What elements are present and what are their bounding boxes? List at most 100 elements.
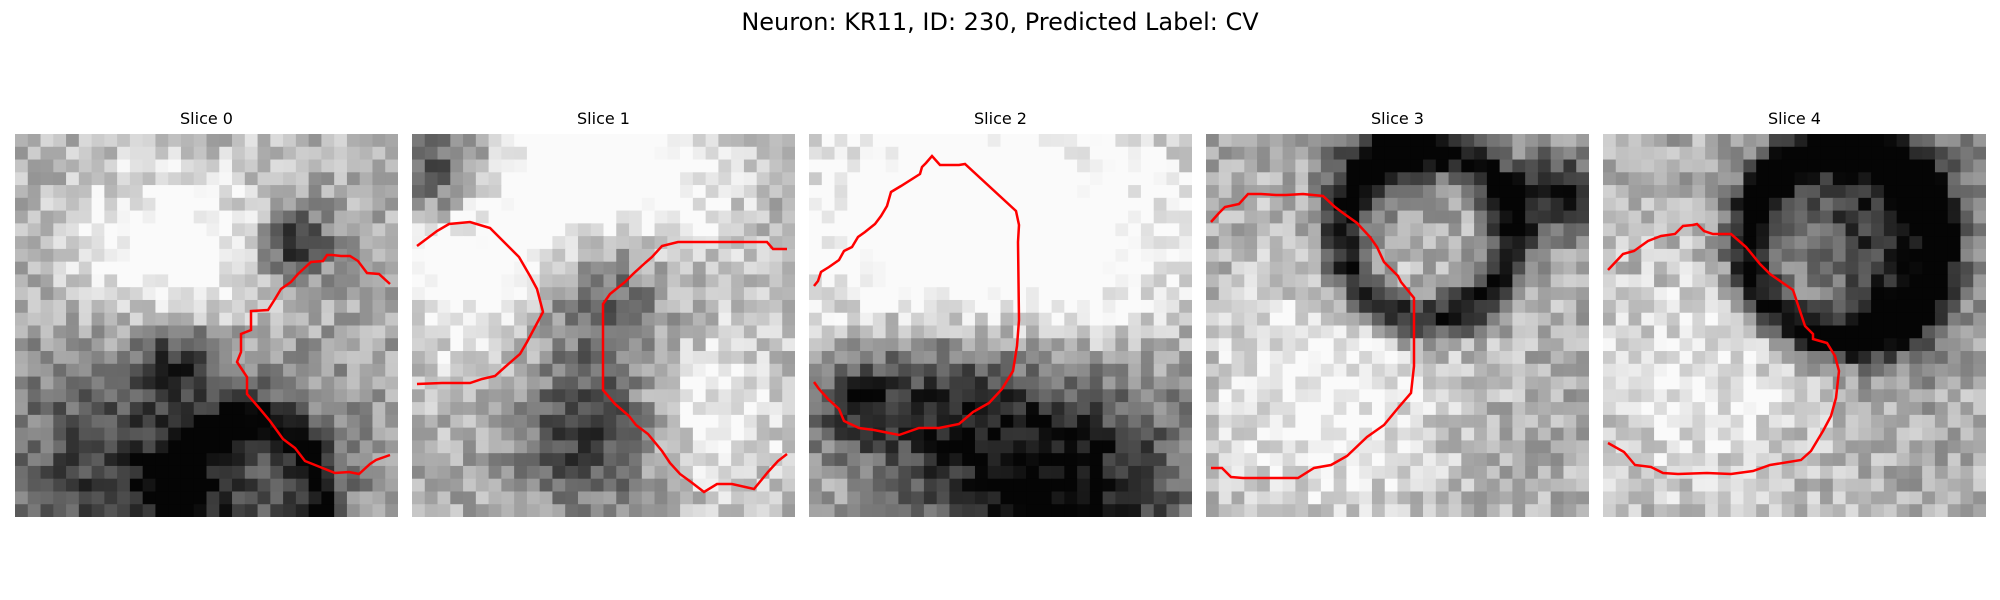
pixel: [1038, 504, 1053, 517]
pixel: [1166, 248, 1180, 263]
pixel: [270, 453, 284, 467]
pixel: [1397, 325, 1411, 339]
pixel: [1295, 236, 1309, 250]
pixel: [488, 261, 502, 276]
pixel: [1717, 440, 1732, 454]
pixel: [552, 402, 566, 416]
pixel: [1333, 414, 1348, 429]
pixel: [667, 504, 681, 517]
pixel: [1537, 402, 1552, 416]
pixel: [168, 363, 182, 378]
pixel: [488, 427, 502, 441]
pixel: [219, 299, 233, 314]
pixel: [1832, 197, 1847, 212]
pixel: [1883, 223, 1898, 237]
pixel: [257, 287, 271, 301]
pixel: [1896, 159, 1910, 173]
pixel: [1282, 299, 1296, 314]
pixel: [1077, 427, 1091, 441]
pixel: [117, 223, 131, 237]
pixel: [654, 261, 668, 276]
pixel: [1153, 504, 1168, 517]
pixel: [1257, 504, 1271, 517]
pixel: [283, 465, 297, 480]
pixel: [1654, 236, 1668, 250]
pixel: [654, 223, 668, 237]
pixel: [1550, 236, 1565, 250]
pixel: [1820, 236, 1834, 250]
pixel: [180, 210, 195, 224]
pixel: [1730, 338, 1745, 352]
pixel: [1871, 223, 1885, 237]
pixel: [437, 504, 451, 517]
pixel: [667, 376, 681, 390]
pixel: [539, 478, 554, 493]
pixel: [412, 325, 426, 339]
pixel: [232, 248, 246, 263]
pixel: [15, 478, 29, 493]
pixel: [1206, 299, 1220, 314]
pixel: [974, 312, 989, 327]
pixel: [1140, 261, 1155, 276]
pixel: [142, 159, 157, 173]
pixel: [308, 389, 322, 403]
pixel: [1679, 478, 1693, 493]
pixel: [1320, 363, 1335, 378]
pixel: [257, 338, 271, 352]
pixel: [1102, 427, 1116, 441]
pixel: [962, 210, 976, 224]
pixel: [1550, 504, 1565, 517]
pixel: [923, 274, 938, 288]
pixel: [1781, 389, 1796, 403]
pixel: [244, 185, 259, 199]
pixel: [1705, 389, 1719, 403]
pixel: [359, 185, 374, 199]
pixel: [270, 338, 284, 352]
pixel: [769, 453, 783, 467]
pixel: [718, 414, 732, 429]
pixel: [654, 491, 668, 505]
pixel: [1166, 274, 1180, 288]
pixel: [1282, 351, 1296, 365]
pixel: [705, 363, 719, 378]
pixel: [1550, 261, 1565, 276]
pixel: [385, 248, 398, 263]
pixel: [385, 325, 398, 339]
pixel: [860, 197, 874, 212]
pixel: [1934, 453, 1949, 467]
pixel: [1807, 504, 1821, 517]
pixel: [1615, 134, 1630, 148]
pixel: [437, 134, 451, 148]
pixel: [1858, 236, 1872, 250]
pixel: [1679, 172, 1693, 186]
pixel: [1257, 465, 1271, 480]
pixel: [1654, 210, 1668, 224]
pixel: [1320, 376, 1335, 390]
pixel: [1807, 236, 1821, 250]
pixel: [1257, 185, 1271, 199]
pixel: [1768, 299, 1783, 314]
pixel: [1781, 312, 1796, 327]
pixel: [40, 236, 54, 250]
pixel: [1423, 210, 1437, 224]
pixel: [117, 363, 131, 378]
pixel: [1537, 274, 1552, 288]
pixel: [911, 197, 925, 212]
pixel: [244, 210, 259, 224]
pixel: [1794, 389, 1808, 403]
pixel: [475, 363, 490, 378]
pixel: [1153, 453, 1168, 467]
pixel: [1308, 325, 1322, 339]
pixel: [308, 274, 322, 288]
pixel: [219, 427, 233, 441]
pixel: [1128, 491, 1142, 505]
pixel: [1397, 172, 1411, 186]
pixel: [1934, 389, 1949, 403]
pixel: [1346, 223, 1360, 237]
pixel: [1641, 185, 1655, 199]
pixel: [1206, 351, 1220, 365]
pixel: [1038, 248, 1053, 263]
pixel: [53, 338, 67, 352]
pixel: [1397, 389, 1411, 403]
pixel: [142, 338, 157, 352]
